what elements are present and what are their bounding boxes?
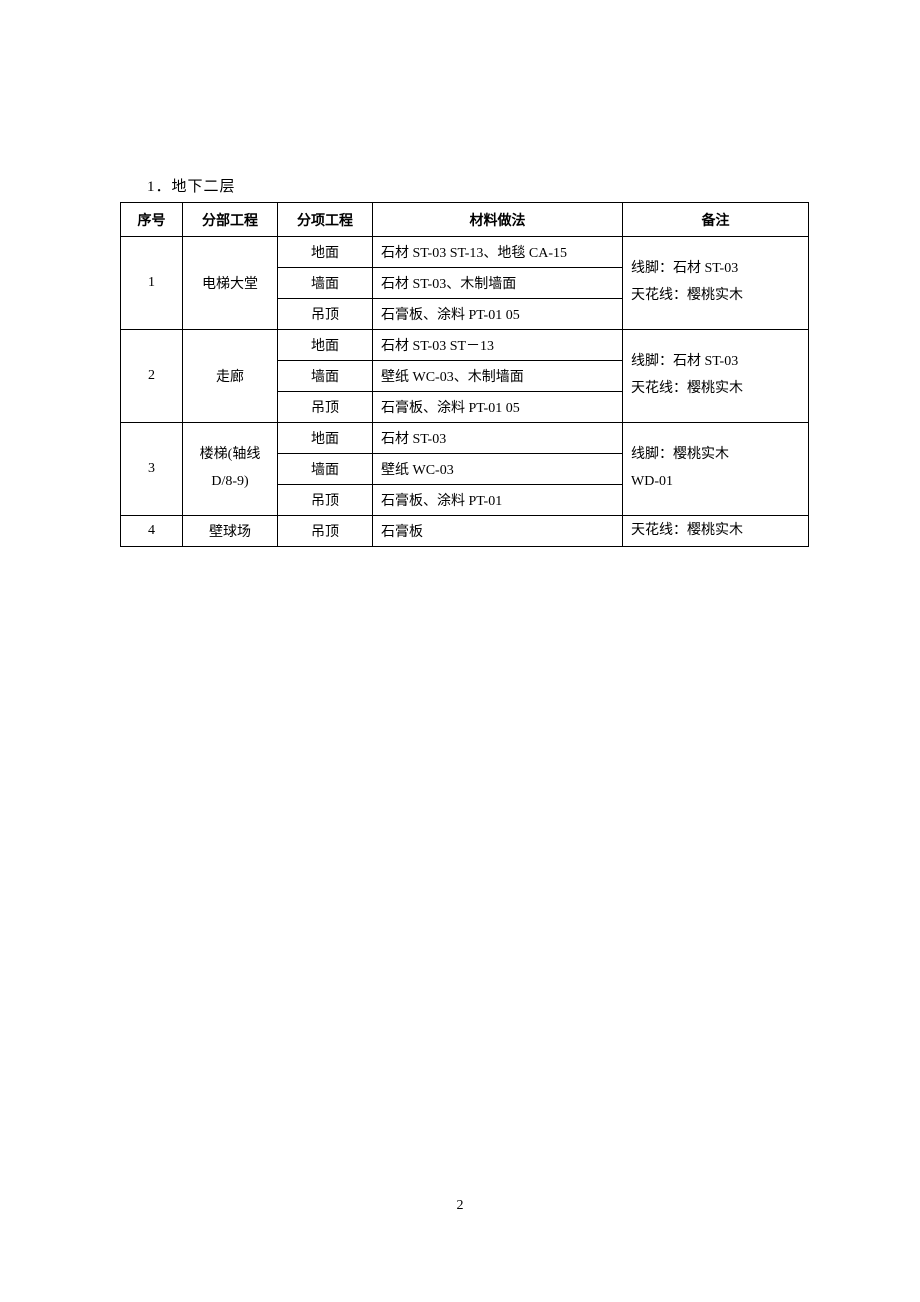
cell-sub: 吊顶 — [278, 516, 373, 547]
col-header-sub: 分项工程 — [278, 203, 373, 237]
cell-part: 壁球场 — [183, 516, 278, 547]
table-row: 3 楼梯(轴线 D/8-9) 地面 石材 ST-03 线脚：樱桃实木 WD-01 — [121, 423, 809, 454]
table-row: 1 电梯大堂 地面 石材 ST-03 ST-13、地毯 CA-15 线脚：石材 … — [121, 237, 809, 268]
cell-sub: 墙面 — [278, 268, 373, 299]
cell-part: 走廊 — [183, 330, 278, 423]
cell-note: 线脚：樱桃实木 WD-01 — [623, 423, 809, 516]
cell-part: 电梯大堂 — [183, 237, 278, 330]
note-line: 线脚：樱桃实木 — [631, 447, 729, 462]
cell-material: 石材 ST-03 ST－13 — [373, 330, 623, 361]
page-number: 2 — [0, 1198, 920, 1214]
cell-material: 石材 ST-03、木制墙面 — [373, 268, 623, 299]
cell-material: 石材 ST-03 ST-13、地毯 CA-15 — [373, 237, 623, 268]
note-line: 天花线：樱桃实木 — [631, 381, 743, 396]
cell-seq: 2 — [121, 330, 183, 423]
note-line: WD-01 — [631, 474, 673, 489]
cell-sub: 吊顶 — [278, 485, 373, 516]
col-header-seq: 序号 — [121, 203, 183, 237]
cell-sub: 吊顶 — [278, 299, 373, 330]
part-line: D/8-9) — [211, 474, 248, 489]
cell-note: 线脚：石材 ST-03 天花线：樱桃实木 — [623, 330, 809, 423]
cell-material: 壁纸 WC-03 — [373, 454, 623, 485]
note-line: 线脚：石材 ST-03 — [631, 261, 738, 276]
cell-sub: 吊顶 — [278, 392, 373, 423]
col-header-material: 材料做法 — [373, 203, 623, 237]
part-line: 楼梯(轴线 — [200, 447, 261, 462]
cell-material: 石膏板、涂料 PT-01 05 — [373, 299, 623, 330]
section-heading: 1．地下二层 — [147, 175, 805, 196]
cell-material: 石材 ST-03 — [373, 423, 623, 454]
note-line: 线脚：石材 ST-03 — [631, 354, 738, 369]
cell-sub: 地面 — [278, 330, 373, 361]
cell-sub: 墙面 — [278, 454, 373, 485]
cell-note: 天花线：樱桃实木 — [623, 516, 809, 547]
cell-material: 石膏板 — [373, 516, 623, 547]
cell-sub: 地面 — [278, 423, 373, 454]
table-header-row: 序号 分部工程 分项工程 材料做法 备注 — [121, 203, 809, 237]
cell-seq: 4 — [121, 516, 183, 547]
cell-seq: 3 — [121, 423, 183, 516]
col-header-note: 备注 — [623, 203, 809, 237]
cell-note: 线脚：石材 ST-03 天花线：樱桃实木 — [623, 237, 809, 330]
col-header-part: 分部工程 — [183, 203, 278, 237]
cell-material: 壁纸 WC-03、木制墙面 — [373, 361, 623, 392]
table-row: 4 壁球场 吊顶 石膏板 天花线：樱桃实木 — [121, 516, 809, 547]
cell-sub: 墙面 — [278, 361, 373, 392]
table-row: 2 走廊 地面 石材 ST-03 ST－13 线脚：石材 ST-03 天花线：樱… — [121, 330, 809, 361]
cell-material: 石膏板、涂料 PT-01 05 — [373, 392, 623, 423]
cell-sub: 地面 — [278, 237, 373, 268]
cell-material: 石膏板、涂料 PT-01 — [373, 485, 623, 516]
cell-part: 楼梯(轴线 D/8-9) — [183, 423, 278, 516]
cell-seq: 1 — [121, 237, 183, 330]
note-line: 天花线：樱桃实木 — [631, 288, 743, 303]
materials-table: 序号 分部工程 分项工程 材料做法 备注 1 电梯大堂 地面 石材 ST-03 … — [120, 202, 809, 547]
